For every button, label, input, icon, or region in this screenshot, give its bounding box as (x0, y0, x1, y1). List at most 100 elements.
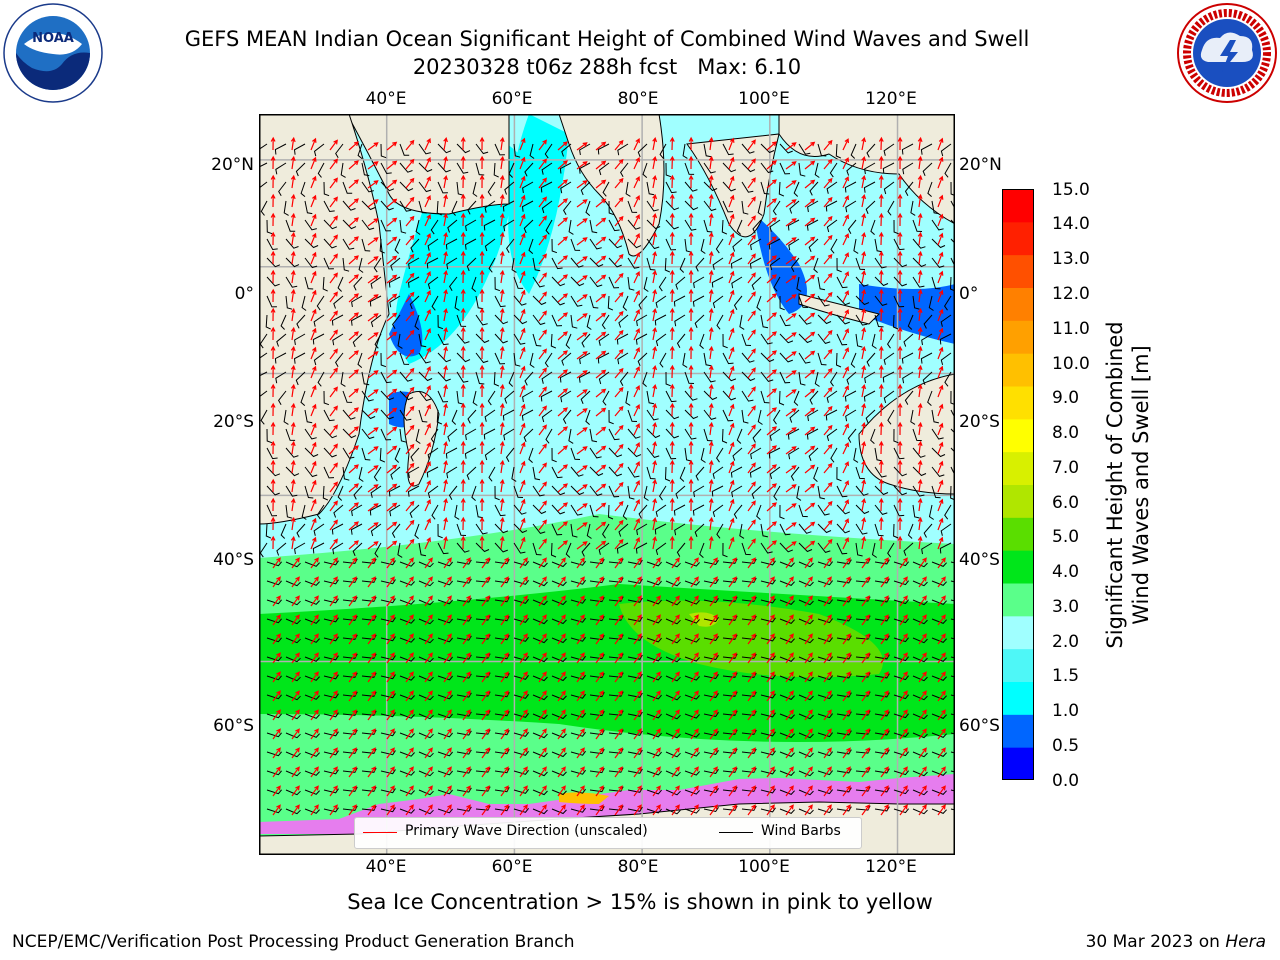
footer-machine-name: Hera (1225, 932, 1266, 952)
wind-barb (798, 618, 814, 625)
wave-direction-arrow (479, 193, 485, 208)
wave-direction-arrow (747, 500, 756, 512)
wave-direction-arrow (728, 557, 737, 569)
wave-direction-arrow (557, 179, 568, 189)
wind-barb (323, 655, 339, 661)
wind-barb (551, 599, 567, 606)
wave-direction-arrow (595, 595, 604, 607)
wave-direction-arrow (519, 194, 526, 208)
wind-barb (912, 580, 928, 587)
wave-direction-arrow (918, 785, 927, 797)
wind-barb (275, 162, 287, 175)
wind-barb (494, 673, 510, 679)
wave-direction-arrow (595, 464, 607, 474)
wave-direction-arrow (557, 728, 566, 740)
wind-barb (456, 749, 472, 755)
wave-direction-arrow (652, 421, 658, 436)
wave-direction-arrow (861, 576, 870, 588)
wind-barb (471, 485, 477, 501)
wave-direction-arrow (652, 633, 661, 645)
wind-barb (285, 485, 298, 497)
wind-barb (711, 485, 724, 497)
wave-direction-arrow (367, 614, 376, 626)
wind-barb (931, 447, 946, 458)
wave-direction-arrow (614, 291, 624, 303)
wind-barb (408, 257, 420, 269)
wind-barb (665, 656, 681, 663)
wave-direction-arrow (842, 385, 849, 398)
wave-direction-arrow (709, 633, 718, 645)
wave-direction-arrow (576, 652, 585, 664)
wave-direction-arrow (443, 269, 448, 284)
wind-barb (741, 200, 749, 215)
colorbar-swatch (1002, 386, 1034, 420)
wave-direction-arrow (671, 557, 680, 569)
wind-barb (323, 466, 335, 479)
wind-barb (673, 295, 686, 307)
wave-direction-arrow (614, 443, 624, 455)
wave-direction-arrow (499, 535, 505, 550)
wave-direction-arrow (690, 595, 699, 607)
wind-barb (703, 200, 717, 212)
wind-barb (494, 692, 510, 698)
wave-direction-arrow (424, 479, 431, 493)
wave-direction-arrow (367, 351, 379, 360)
wind-barb (731, 485, 743, 498)
wind-barb (608, 596, 624, 602)
wave-direction-arrow (595, 350, 607, 360)
wind-barb (513, 352, 521, 367)
wind-barb (779, 371, 791, 384)
wind-barb (749, 466, 762, 478)
wind-barb (664, 257, 671, 273)
footer-date-text: 30 Mar 2023 on (1085, 932, 1226, 952)
wave-direction-arrow (443, 421, 448, 436)
wave-direction-arrow (270, 174, 276, 189)
wave-direction-arrow (367, 446, 379, 455)
wave-direction-arrow (557, 293, 568, 303)
lat-left-label: 0° (234, 284, 254, 304)
wave-direction-arrow (443, 136, 448, 151)
wave-direction-arrow (669, 478, 675, 493)
wave-direction-arrow (367, 180, 379, 189)
wave-direction-arrow (462, 804, 471, 816)
wind-barb (741, 409, 749, 424)
wave-direction-arrow (538, 462, 547, 474)
wind-barb (266, 751, 282, 757)
wind-barb (836, 673, 852, 679)
wave-direction-arrow (652, 557, 661, 569)
wave-direction-arrow (804, 785, 813, 797)
wave-direction-arrow (460, 326, 466, 341)
wave-direction-arrow (348, 293, 359, 303)
wave-direction-arrow (688, 269, 694, 284)
wind-barb (529, 352, 535, 368)
wave-direction-arrow (443, 193, 448, 208)
wave-direction-arrow (405, 234, 415, 246)
wind-barb (570, 504, 583, 516)
wind-barb (855, 523, 868, 535)
wind-barb (494, 654, 510, 660)
wind-barb (475, 672, 491, 678)
wind-barb (513, 674, 529, 680)
wave-direction-arrow (897, 326, 903, 341)
wind-barb (675, 485, 686, 499)
wave-direction-arrow (652, 478, 658, 493)
wave-direction-arrow (842, 499, 849, 512)
wave-direction-arrow (424, 365, 431, 379)
wind-barb (502, 200, 515, 212)
wind-barb (665, 713, 681, 720)
wind-barb (399, 352, 410, 365)
wind-barb (627, 673, 643, 679)
wind-barb (853, 447, 859, 463)
wind-barb (304, 770, 320, 776)
wind-barb (826, 390, 838, 403)
wind-barb (665, 637, 681, 644)
wave-direction-arrow (669, 421, 675, 436)
wave-direction-arrow (443, 383, 448, 398)
wave-direction-arrow (367, 595, 376, 607)
wind-barb (665, 409, 680, 420)
wave-direction-arrow (633, 576, 642, 588)
wave-direction-arrow (842, 328, 849, 341)
lat-left-label: 40°S (213, 550, 254, 570)
wave-direction-arrow (690, 614, 699, 626)
wave-direction-arrow (595, 766, 604, 778)
